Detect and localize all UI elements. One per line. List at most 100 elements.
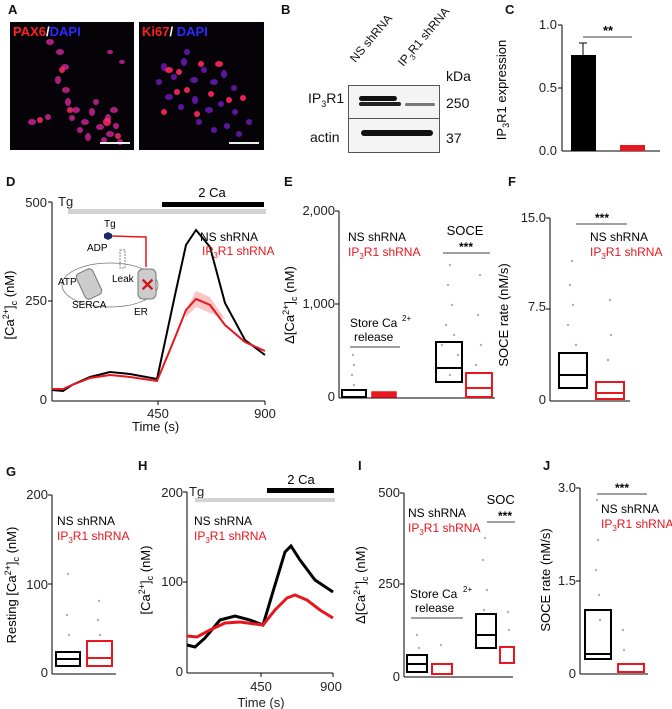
svg-text:IP3R1 shRNA: IP3R1 shRNA (57, 529, 129, 545)
store-release-sup: 2+ (402, 314, 411, 323)
svg-text:450: 450 (250, 679, 272, 694)
legend-ip3r1: IP3R1 shRNA (194, 529, 266, 545)
chart-f-soce-rate: 15.0 7.5 0 *** NS shRNA IP3R1 shRNA SOCE… (496, 210, 662, 407)
panel-letter-h: H (138, 458, 148, 473)
svg-text:Resting [Ca2+]c (nM): Resting [Ca2+]c (nM) (3, 527, 21, 644)
chart-h-calcium-trace: 200 100 0 Tg 450 900 Time (s) 2 Ca NS sh… (137, 472, 342, 709)
svg-text:ATP: ATP (58, 277, 77, 288)
svg-text:15.0: 15.0 (521, 210, 546, 225)
svg-text:NS shRNA: NS shRNA (57, 514, 115, 528)
svg-text:✕: ✕ (140, 275, 155, 295)
significance-stars: *** (498, 509, 512, 523)
dapi-label: DAPI (49, 24, 81, 39)
chart-g-resting-calcium: 200 100 0 NS shRNA IP3R1 shRNA Resting [… (3, 487, 129, 680)
svg-text:900: 900 (254, 406, 276, 420)
box-i-soce-ip3r1 (499, 646, 515, 664)
soce-label: SOCE (447, 223, 484, 238)
tg-bar (68, 209, 266, 214)
panel-letter-d: D (6, 174, 16, 189)
svg-text:[Ca2+]c (nM): [Ca2+]c (nM) (1, 271, 19, 340)
svg-text:1.0: 1.0 (539, 17, 557, 32)
svg-text:0: 0 (393, 669, 400, 684)
svg-text:IP3R1 shRNA: IP3R1 shRNA (408, 521, 480, 537)
chart-e-delta-calcium: 2,000 1,000 0 NS shRNA IP3R1 shRNA Store… (281, 203, 495, 404)
ca-bar (162, 202, 264, 207)
svg-text:NS shRNA: NS shRNA (590, 230, 648, 244)
svg-text:500: 500 (25, 195, 47, 210)
row-label-actin: actin (310, 129, 340, 145)
svg-text:0: 0 (569, 666, 576, 681)
svg-text:Δ[Ca2+]c (nM): Δ[Ca2+]c (nM) (281, 266, 299, 344)
significance-stars: *** (459, 240, 473, 254)
svg-text:0: 0 (328, 389, 335, 404)
panel-letter-c: C (505, 2, 515, 17)
band-ip3r1-kd (405, 103, 435, 106)
svg-text:0: 0 (176, 664, 183, 679)
pax6-label: PAX6 (13, 24, 46, 39)
box-i-soce-ns (475, 613, 497, 649)
ca-bar (267, 488, 334, 493)
svg-text:1,000: 1,000 (302, 296, 335, 311)
scale-bar (229, 142, 259, 144)
chart-j-soce-rate: 3.0 1.5 0 *** NS shRNA IP3R1 shRNA SOCE … (538, 480, 672, 681)
scale-bar (100, 142, 130, 144)
label-separator: / (169, 24, 177, 39)
bar-ip3r1 (620, 145, 645, 151)
legend-ns: NS shRNA (194, 514, 252, 528)
svg-text:NS shRNA: NS shRNA (408, 506, 466, 520)
svg-text:2,000: 2,000 (302, 203, 335, 218)
svg-text:SOCE rate (nM/s): SOCE rate (nM/s) (496, 263, 511, 366)
label-separator: / (46, 24, 50, 39)
svg-text:Δ[Ca2+]c (nM): Δ[Ca2+]c (nM) (352, 546, 370, 624)
box-e-store-ip3r1 (371, 391, 397, 398)
svg-text:SOCE rate (nM/s): SOCE rate (nM/s) (538, 528, 553, 631)
panel-letter-i: I (358, 458, 362, 473)
svg-text:3.0: 3.0 (558, 480, 576, 495)
significance-stars: *** (615, 481, 629, 495)
svg-text:Time (s): Time (s) (237, 695, 284, 709)
svg-text:ADP: ADP (87, 243, 108, 254)
bar-ns (571, 55, 596, 151)
box-j-ip3r1 (617, 663, 645, 673)
panel-letter-b: B (281, 2, 291, 17)
box-g-ip3r1 (86, 640, 113, 667)
box-f-ip3r1 (595, 381, 625, 400)
pax6-nuclei-image (28, 39, 125, 145)
store-release-label: Store Ca (350, 316, 398, 330)
svg-text:NS shRNA: NS shRNA (348, 230, 406, 244)
trace-ip3r1 (52, 297, 266, 390)
kda-250: 250 (446, 95, 470, 111)
svg-text:IP3R1 expression: IP3R1 expression (494, 40, 511, 140)
trace-ip3r1 (186, 593, 334, 639)
svg-text:**: ** (603, 23, 614, 38)
panel-letter-g: G (6, 464, 17, 479)
store-release-label-2: release (415, 601, 455, 615)
svg-text:1.5: 1.5 (558, 573, 576, 588)
svg-text:0.0: 0.0 (539, 143, 557, 158)
svg-text:250: 250 (25, 293, 47, 308)
svg-text:0: 0 (539, 392, 546, 407)
svg-text:900: 900 (320, 679, 342, 694)
kda-37: 37 (446, 130, 462, 146)
panel-letter-a: A (8, 2, 18, 17)
panel-letter-j: J (543, 458, 551, 473)
soce-label: SOCE (487, 492, 515, 507)
svg-text:500: 500 (378, 485, 400, 500)
er-schematic-inset: ✕ Tg ADP ATP Leak SERCA ER (58, 219, 159, 318)
store-release-label-2: release (354, 330, 394, 344)
band-ip3r1-ns (359, 96, 397, 101)
svg-text:Tg: Tg (104, 219, 116, 230)
store-release-sup: 2+ (463, 585, 472, 594)
box-j-ns (584, 609, 612, 660)
kda-label: kDa (446, 68, 471, 84)
row-label-ip3r1: IP3R1 (308, 90, 345, 109)
box-e-soce-ns (435, 341, 463, 383)
svg-text:Tg: Tg (189, 484, 204, 499)
svg-text:0: 0 (40, 392, 47, 407)
band-ip3r1-ns-lower (359, 102, 401, 106)
svg-text:[Ca2+]c (nM): [Ca2+]c (nM) (137, 546, 155, 615)
legend-ip3r1: IP3R1 shRNA (202, 244, 274, 260)
box-i-store-ip3r1 (431, 663, 453, 675)
ki67-dapi-label: Ki67/ DAPI (142, 24, 208, 39)
chart-c-ip3r1-expression: 1.0 0.5 0.0 ** IP3R1 expression (494, 17, 660, 158)
